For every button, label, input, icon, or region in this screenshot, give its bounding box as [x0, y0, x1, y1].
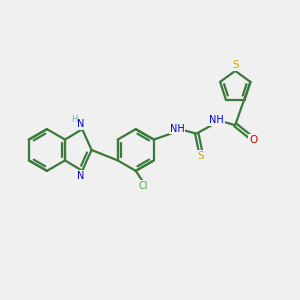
Text: S: S — [232, 61, 238, 70]
Text: H: H — [71, 116, 78, 124]
Text: N: N — [77, 119, 85, 129]
Text: N: N — [77, 171, 85, 181]
Text: S: S — [197, 151, 204, 160]
Text: NH: NH — [170, 124, 184, 134]
Text: Cl: Cl — [138, 181, 148, 190]
Text: O: O — [249, 135, 258, 145]
Text: NH: NH — [209, 115, 224, 125]
